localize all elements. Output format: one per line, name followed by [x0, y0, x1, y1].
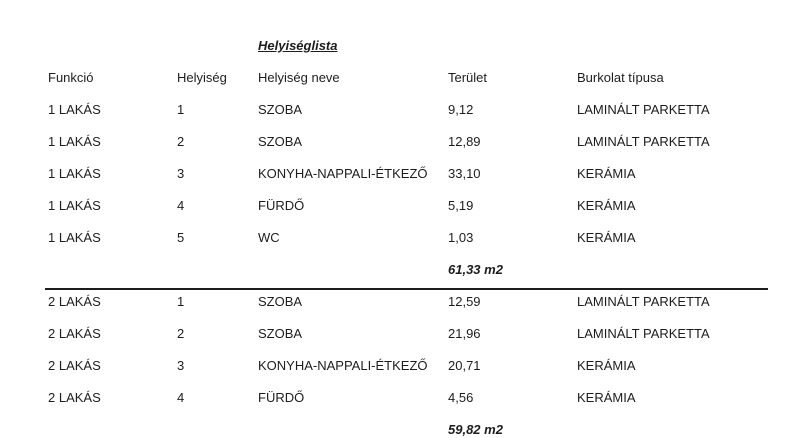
cell-terulet: 21,96	[448, 326, 481, 341]
cell-burkolat: KERÁMIA	[577, 198, 636, 213]
cell-terulet: 33,10	[448, 166, 481, 181]
cell-helyiseg-neve: WC	[258, 230, 280, 245]
cell-helyiseg-neve: FÜRDŐ	[258, 198, 305, 213]
column-header-funkcio: Funkció	[48, 70, 94, 85]
column-header-helyiseg: Helyiség	[177, 70, 227, 85]
cell-burkolat: KERÁMIA	[577, 358, 636, 373]
cell-helyiseg-neve: FÜRDŐ	[258, 390, 305, 405]
cell-helyiseg-neve: KONYHA-NAPPALI-ÉTKEZŐ	[258, 166, 428, 181]
column-header-burkolat-tipusa: Burkolat típusa	[577, 70, 664, 85]
cell-burkolat: LAMINÁLT PARKETTA	[577, 102, 710, 117]
table-row: 1 LAKÁS 4 FÜRDŐ 5,19 KERÁMIA	[0, 198, 800, 230]
cell-helyiseg: 1	[177, 294, 185, 309]
group-subtotal: 59,82 m2	[448, 422, 503, 437]
cell-helyiseg: 4	[177, 198, 185, 213]
cell-helyiseg: 5	[177, 230, 185, 245]
table-row: 2 LAKÁS 4 FÜRDŐ 4,56 KERÁMIA	[0, 390, 800, 422]
table-row: 1 LAKÁS 5 WC 1,03 KERÁMIA	[0, 230, 800, 262]
cell-funkcio: 1 LAKÁS	[48, 102, 101, 117]
cell-helyiseg: 4	[177, 390, 185, 405]
table-row: 2 LAKÁS 2 SZOBA 21,96 LAMINÁLT PARKETTA	[0, 326, 800, 358]
cell-burkolat: KERÁMIA	[577, 390, 636, 405]
cell-helyiseg: 2	[177, 134, 185, 149]
cell-burkolat: KERÁMIA	[577, 230, 636, 245]
cell-helyiseg-neve: SZOBA	[258, 102, 303, 117]
group-subtotal-row: 61,33 m2	[0, 262, 800, 294]
cell-funkcio: 1 LAKÁS	[48, 198, 101, 213]
cell-funkcio: 1 LAKÁS	[48, 166, 101, 181]
cell-burkolat: LAMINÁLT PARKETTA	[577, 326, 710, 341]
cell-terulet: 4,56	[448, 390, 474, 405]
cell-funkcio: 2 LAKÁS	[48, 358, 101, 373]
cell-funkcio: 1 LAKÁS	[48, 134, 101, 149]
table-row: 2 LAKÁS 1 SZOBA 12,59 LAMINÁLT PARKETTA	[0, 294, 800, 326]
cell-burkolat: KERÁMIA	[577, 166, 636, 181]
cell-helyiseg: 2	[177, 326, 185, 341]
cell-funkcio: 2 LAKÁS	[48, 294, 101, 309]
cell-terulet: 1,03	[448, 230, 474, 245]
table-row: 2 LAKÁS 3 KONYHA-NAPPALI-ÉTKEZŐ 20,71 KE…	[0, 358, 800, 390]
page-title: Helyiséglista	[258, 38, 338, 53]
group-subtotal-row: 59,82 m2	[0, 422, 800, 438]
cell-terulet: 12,59	[448, 294, 481, 309]
table-header-row: Funkció Helyiség Helyiség neve Terület B…	[0, 70, 800, 102]
cell-terulet: 5,19	[448, 198, 474, 213]
cell-helyiseg-neve: SZOBA	[258, 326, 303, 341]
cell-funkcio: 2 LAKÁS	[48, 326, 101, 341]
group-subtotal: 61,33 m2	[448, 262, 503, 277]
cell-helyiseg: 3	[177, 358, 185, 373]
table-row: 1 LAKÁS 1 SZOBA 9,12 LAMINÁLT PARKETTA	[0, 102, 800, 134]
cell-terulet: 9,12	[448, 102, 474, 117]
cell-burkolat: LAMINÁLT PARKETTA	[577, 134, 710, 149]
cell-terulet: 20,71	[448, 358, 481, 373]
cell-helyiseg-neve: SZOBA	[258, 134, 303, 149]
cell-funkcio: 1 LAKÁS	[48, 230, 101, 245]
table-row: 1 LAKÁS 2 SZOBA 12,89 LAMINÁLT PARKETTA	[0, 134, 800, 166]
cell-helyiseg-neve: KONYHA-NAPPALI-ÉTKEZŐ	[258, 358, 428, 373]
column-header-helyiseg-neve: Helyiség neve	[258, 70, 340, 85]
cell-terulet: 12,89	[448, 134, 481, 149]
group-separator-line	[45, 288, 768, 290]
title-row: Helyiséglista	[0, 38, 800, 70]
cell-burkolat: LAMINÁLT PARKETTA	[577, 294, 710, 309]
table-row: 1 LAKÁS 3 KONYHA-NAPPALI-ÉTKEZŐ 33,10 KE…	[0, 166, 800, 198]
cell-funkcio: 2 LAKÁS	[48, 390, 101, 405]
cell-helyiseg: 1	[177, 102, 185, 117]
cell-helyiseg-neve: SZOBA	[258, 294, 303, 309]
cell-helyiseg: 3	[177, 166, 185, 181]
column-header-terulet: Terület	[448, 70, 488, 85]
